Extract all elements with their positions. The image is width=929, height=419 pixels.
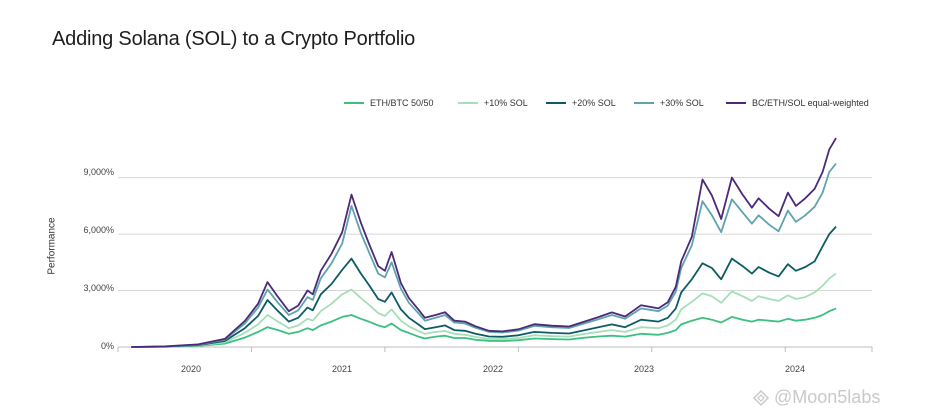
legend-label: BC/ETH/SOL equal-weighted bbox=[752, 98, 869, 108]
legend-swatch bbox=[634, 102, 654, 104]
legend-swatch bbox=[344, 102, 364, 104]
series-line-eth-btc-50-50 bbox=[131, 307, 837, 348]
chart-title: Adding Solana (SOL) to a Crypto Portfoli… bbox=[52, 28, 416, 50]
y-tick-label: 6,000% bbox=[83, 225, 114, 235]
y-tick-label: 9,000% bbox=[83, 167, 114, 177]
legend-swatch bbox=[726, 102, 746, 104]
x-tick-label: 2023 bbox=[633, 364, 655, 374]
watermark: @Moon5labs bbox=[752, 387, 880, 408]
x-tick-label: 2024 bbox=[784, 364, 806, 374]
legend-item-eth-btc: ETH/BTC 50/50 bbox=[344, 98, 434, 108]
series-line-30-sol bbox=[131, 162, 837, 348]
watermark-text: @Moon5labs bbox=[774, 387, 881, 407]
legend-label: +20% SOL bbox=[572, 98, 616, 108]
legend-item-10-sol: +10% SOL bbox=[458, 98, 528, 108]
legend-swatch bbox=[458, 102, 478, 104]
legend-label: +30% SOL bbox=[660, 98, 704, 108]
x-tick-label: 2022 bbox=[482, 364, 504, 374]
x-tick-label: 2021 bbox=[331, 364, 353, 374]
y-tick-label: 0% bbox=[100, 341, 114, 351]
legend-item-30-sol: +30% SOL bbox=[634, 98, 704, 108]
y-tick-label: 3,000% bbox=[83, 283, 114, 293]
legend-label: ETH/BTC 50/50 bbox=[370, 98, 434, 108]
diamond-logo-icon bbox=[752, 389, 770, 406]
legend-swatch bbox=[546, 102, 566, 104]
series-line-bc-eth-sol-equal-weighted bbox=[131, 137, 837, 348]
x-tick-label: 2020 bbox=[180, 364, 202, 374]
series-line-10-sol bbox=[131, 272, 837, 348]
legend-label: +10% SOL bbox=[484, 98, 528, 108]
legend-item-20-sol: +20% SOL bbox=[546, 98, 616, 108]
legend-item-equal-weighted: BC/ETH/SOL equal-weighted bbox=[726, 98, 869, 108]
series-line-20-sol bbox=[131, 226, 837, 348]
